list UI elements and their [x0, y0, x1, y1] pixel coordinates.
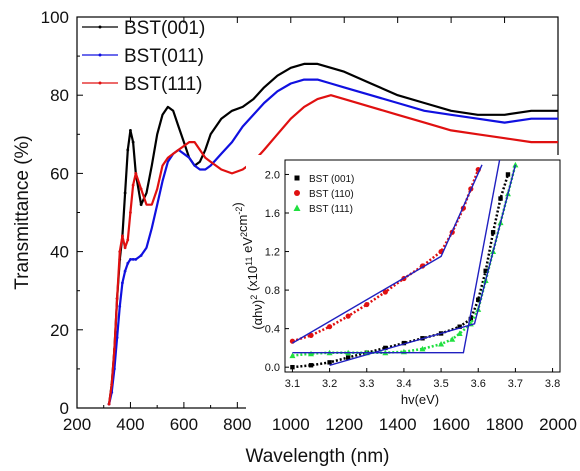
inset-point-BST (001) [308, 363, 314, 368]
inset-x-tick-label: 3.4 [396, 378, 411, 390]
series-point [121, 234, 124, 238]
inset-x-tick-label: 3.3 [359, 378, 374, 390]
legend-label: BST(001) [124, 18, 205, 39]
inset-point-BST (001) [490, 230, 496, 235]
series-point [123, 269, 127, 273]
inset-legend-label: BST (110) [309, 189, 354, 200]
inset-y-tick-label: 0.0 [265, 362, 280, 374]
inset-y-title-part: -2 [234, 207, 244, 215]
inset-x-tick-label: 3.2 [322, 378, 337, 390]
y-tick-label: 0 [60, 399, 69, 418]
x-tick-label: 1400 [379, 415, 417, 434]
inset-legend-marker [293, 204, 301, 211]
series-point [134, 258, 138, 261]
legend-label: BST(111) [124, 74, 203, 95]
inset-fit-line [292, 160, 501, 354]
inset-y-title-part: eV [240, 237, 255, 257]
x-tick-label: 1600 [432, 415, 470, 434]
main-x-axis-title: Wavelength (nm) [246, 446, 390, 467]
x-tick-label: 1800 [486, 415, 524, 434]
inset-y-title-part: (αhν) [250, 300, 265, 330]
series-point [118, 250, 122, 254]
inset-point-BST (001) [498, 196, 503, 201]
inset-y-title-part: (x10 [245, 266, 260, 295]
series-point [129, 258, 132, 261]
inset-point-BST (001) [505, 172, 511, 177]
x-tick-label: 200 [63, 415, 91, 434]
inset-x-axis-title: hv(eV) [401, 392, 439, 407]
series-point [126, 261, 130, 265]
inset-legend-label: BST (001) [309, 174, 354, 185]
x-tick-label: 1200 [325, 415, 363, 434]
inset-y-tick-label: 0.8 [265, 285, 280, 297]
series-point [129, 211, 132, 214]
main-y-axis-title: Transmittance (%) [12, 135, 33, 290]
main-plot: 200 400 600 800 1000 1200 1400 1600 1800 2000 0 20 4… [41, 8, 577, 434]
series-point [131, 258, 135, 261]
y-tick-label: 100 [41, 8, 69, 27]
legend-marker [98, 81, 102, 85]
series-point [115, 297, 119, 300]
inset-plot: 3.1 3.2 3.3 3.4 3.5 3.6 3.7 3.8 0.0 0.4 0.8 1.2 1.6 2… [230, 155, 566, 410]
series-point [131, 140, 135, 144]
series-point [123, 246, 127, 250]
inset-point-BST (001) [468, 316, 474, 322]
x-tick-label: 2000 [539, 415, 577, 434]
inset-y-axis-title: (αhν)2 (x1011 eV2cm-2) [230, 202, 265, 329]
series-point [123, 191, 127, 195]
x-tick-label: 800 [223, 415, 251, 434]
series-point [115, 336, 119, 340]
y-tick-label: 80 [50, 86, 69, 105]
inset-point-BST (001) [401, 340, 407, 346]
inset-x-tick-label: 3.1 [285, 378, 300, 390]
inset-legend-label: BST (111) [309, 204, 353, 215]
inset-series-trace [292, 174, 510, 369]
series-line-BST(001) [108, 62, 558, 405]
series-point [139, 187, 143, 191]
series-point [139, 254, 143, 257]
inset-x-tick-label: 3.6 [471, 378, 486, 390]
inset-legend-marker [294, 175, 300, 181]
series-point [129, 128, 132, 132]
legend-marker [98, 25, 102, 29]
series-point [131, 183, 135, 187]
legend-marker [98, 53, 102, 57]
series-point [107, 402, 111, 406]
series-point [121, 281, 124, 285]
inset-x-tick-label: 3.7 [508, 378, 523, 390]
inset-y-tick-label: 2.0 [265, 169, 280, 181]
series-point [118, 304, 122, 308]
inset-y-title-part: ) [230, 202, 245, 206]
inset-y-tick-label: 0.4 [265, 324, 280, 336]
inset-fit-line [329, 164, 517, 366]
series-point [134, 172, 138, 175]
inset-fit-line [292, 164, 483, 344]
series-point [126, 148, 130, 152]
x-tick-label: 1000 [272, 415, 310, 434]
inset-point-BST (001) [383, 345, 388, 351]
x-tick-label: 400 [116, 415, 144, 434]
inset-x-tick-label: 3.5 [433, 378, 448, 390]
y-tick-label: 60 [50, 164, 69, 183]
series-line-BST(111) [108, 94, 558, 405]
inset-legend-marker [294, 190, 300, 196]
series-point [139, 203, 143, 207]
series-point [110, 383, 114, 386]
inset-point-BST (001) [476, 297, 481, 302]
legend-label: BST(011) [124, 46, 204, 67]
y-tick-label: 20 [50, 321, 69, 340]
y-tick-label: 40 [50, 243, 69, 262]
inset-y-tick-label: 1.6 [265, 208, 280, 220]
series-point [126, 238, 130, 242]
x-tick-label: 600 [170, 415, 198, 434]
inset-y-title-part: 2 [249, 295, 259, 300]
inset-x-tick-label: 3.8 [545, 378, 560, 390]
inset-y-title-part: 11 [244, 257, 254, 266]
series-point [113, 347, 116, 351]
inset-y-title-part: cm [235, 215, 250, 232]
inset-y-tick-label: 1.2 [265, 247, 280, 259]
inset-y-title-part: 2 [239, 232, 249, 237]
